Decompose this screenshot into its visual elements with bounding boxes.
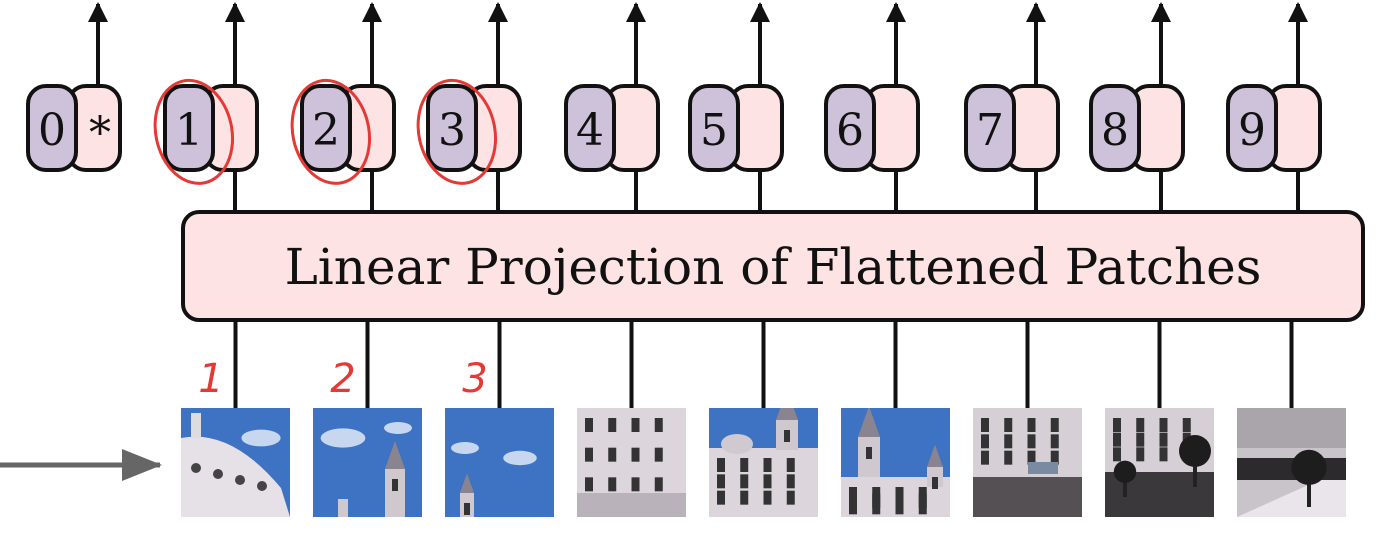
position-embedding-box: [688, 84, 740, 172]
token-0: 0 *: [26, 84, 122, 172]
position-label: 0: [38, 105, 66, 156]
image-patch: [577, 408, 686, 517]
red-circle-annotation: [290, 78, 372, 185]
handwritten-annotations: 1 2 3: [153, 78, 498, 402]
linear-projection-label: Linear Projection of Flattened Patches: [285, 238, 1262, 296]
patch-number-annotation: 1: [198, 356, 223, 402]
position-embedding-box: [26, 84, 78, 172]
position-embedding-box: [426, 84, 478, 172]
position-label: 9: [1238, 105, 1266, 156]
token-1: 1: [163, 84, 259, 172]
position-embedding-box: [300, 84, 352, 172]
image-patch: [709, 408, 818, 517]
token-connectors: [233, 170, 1300, 212]
position-label: 1: [175, 105, 203, 156]
image-patch: [1237, 408, 1346, 517]
position-label: 6: [836, 105, 864, 156]
red-circle-annotation: [153, 78, 235, 185]
class-token-label: *: [89, 108, 111, 159]
position-embedding-box: [964, 84, 1016, 172]
token-9: 9: [1226, 84, 1322, 172]
linear-projection-box: [181, 210, 1365, 322]
token-6: 6: [824, 84, 920, 172]
token-5: 5: [688, 84, 784, 172]
token-3: 3: [426, 84, 522, 172]
token-2: 2: [300, 84, 396, 172]
output-arrows: [88, 2, 1308, 86]
patch-number-annotation: 2: [330, 356, 355, 402]
position-embedding-box: [163, 84, 215, 172]
token-4: 4: [564, 84, 660, 172]
image-patch: [445, 408, 554, 517]
position-embedding-box: [824, 84, 876, 172]
image-patch: [313, 408, 422, 517]
patch-number-annotation: 3: [462, 356, 487, 402]
token-7: 7: [964, 84, 1060, 172]
image-patch: [181, 408, 290, 517]
position-embedding-box: [1089, 84, 1141, 172]
image-patch: [973, 408, 1082, 517]
image-patch: [841, 408, 950, 517]
patch-connectors: [233, 320, 1294, 408]
position-embedding-box: [1226, 84, 1278, 172]
position-label: 2: [312, 105, 340, 156]
image-patch-row: [181, 408, 1346, 517]
image-patch: [1105, 408, 1214, 517]
position-embedding-box: [564, 84, 616, 172]
red-circle-annotation: [416, 78, 498, 185]
token-8: 8: [1089, 84, 1185, 172]
position-label: 3: [438, 105, 466, 156]
position-label: 7: [976, 105, 1004, 156]
token-row: 0 * 1 2 3 4 5 6 7 8 9: [26, 84, 1322, 172]
position-label: 5: [700, 105, 728, 156]
position-label: 8: [1101, 105, 1129, 156]
position-label: 4: [576, 105, 604, 156]
